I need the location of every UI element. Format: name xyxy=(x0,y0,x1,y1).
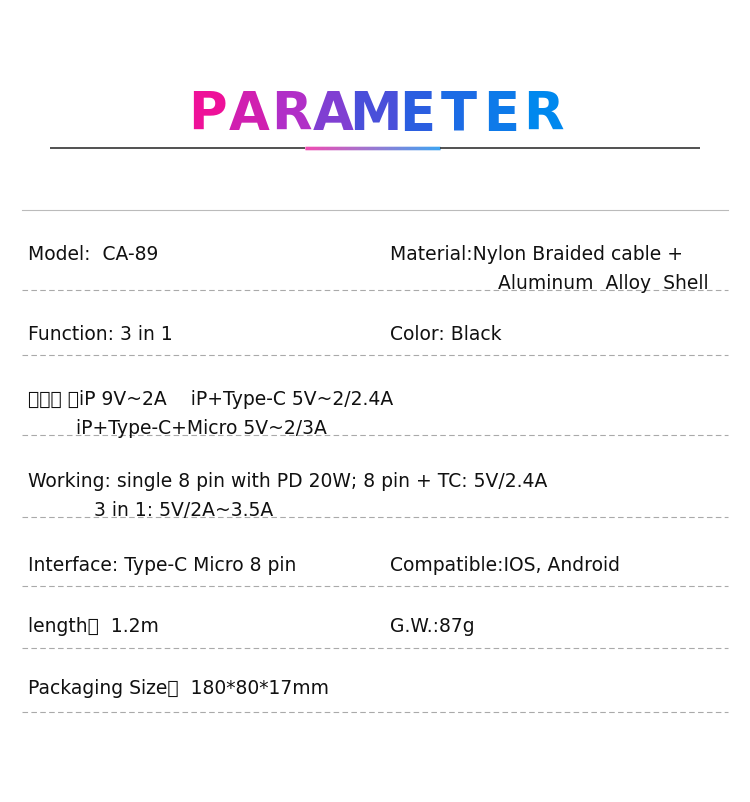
Text: Color: Black: Color: Black xyxy=(390,325,502,344)
Text: E: E xyxy=(399,89,435,141)
Text: Working: single 8 pin with PD 20W; 8 pin + TC: 5V/2.4A
           3 in 1: 5V/2A~: Working: single 8 pin with PD 20W; 8 pin… xyxy=(28,472,548,520)
Text: R: R xyxy=(523,89,563,141)
Text: Interface: Type-C Micro 8 pin: Interface: Type-C Micro 8 pin xyxy=(28,556,296,575)
Text: 功率： 单iP 9V~2A    iP+Type-C 5V~2/2.4A
        iP+Type-C+Micro 5V~2/3A: 功率： 单iP 9V~2A iP+Type-C 5V~2/2.4A iP+Typ… xyxy=(28,390,393,438)
Text: E: E xyxy=(483,89,519,141)
Text: G.W.:87g: G.W.:87g xyxy=(390,617,475,636)
Text: Packaging Size：  180*80*17mm: Packaging Size： 180*80*17mm xyxy=(28,679,329,698)
Text: A: A xyxy=(229,89,269,141)
Text: length：  1.2m: length： 1.2m xyxy=(28,617,159,636)
Text: R: R xyxy=(271,89,311,141)
Text: Material:Nylon Braided cable +
                  Aluminum  Alloy  Shell: Material:Nylon Braided cable + Aluminum … xyxy=(390,245,709,293)
Text: A: A xyxy=(313,89,353,141)
Text: Function: 3 in 1: Function: 3 in 1 xyxy=(28,325,172,344)
Text: T: T xyxy=(441,89,477,141)
Text: P: P xyxy=(188,89,226,141)
Text: Compatible:IOS, Android: Compatible:IOS, Android xyxy=(390,556,620,575)
Text: Model:  CA-89: Model: CA-89 xyxy=(28,245,158,264)
Text: M: M xyxy=(349,89,401,141)
